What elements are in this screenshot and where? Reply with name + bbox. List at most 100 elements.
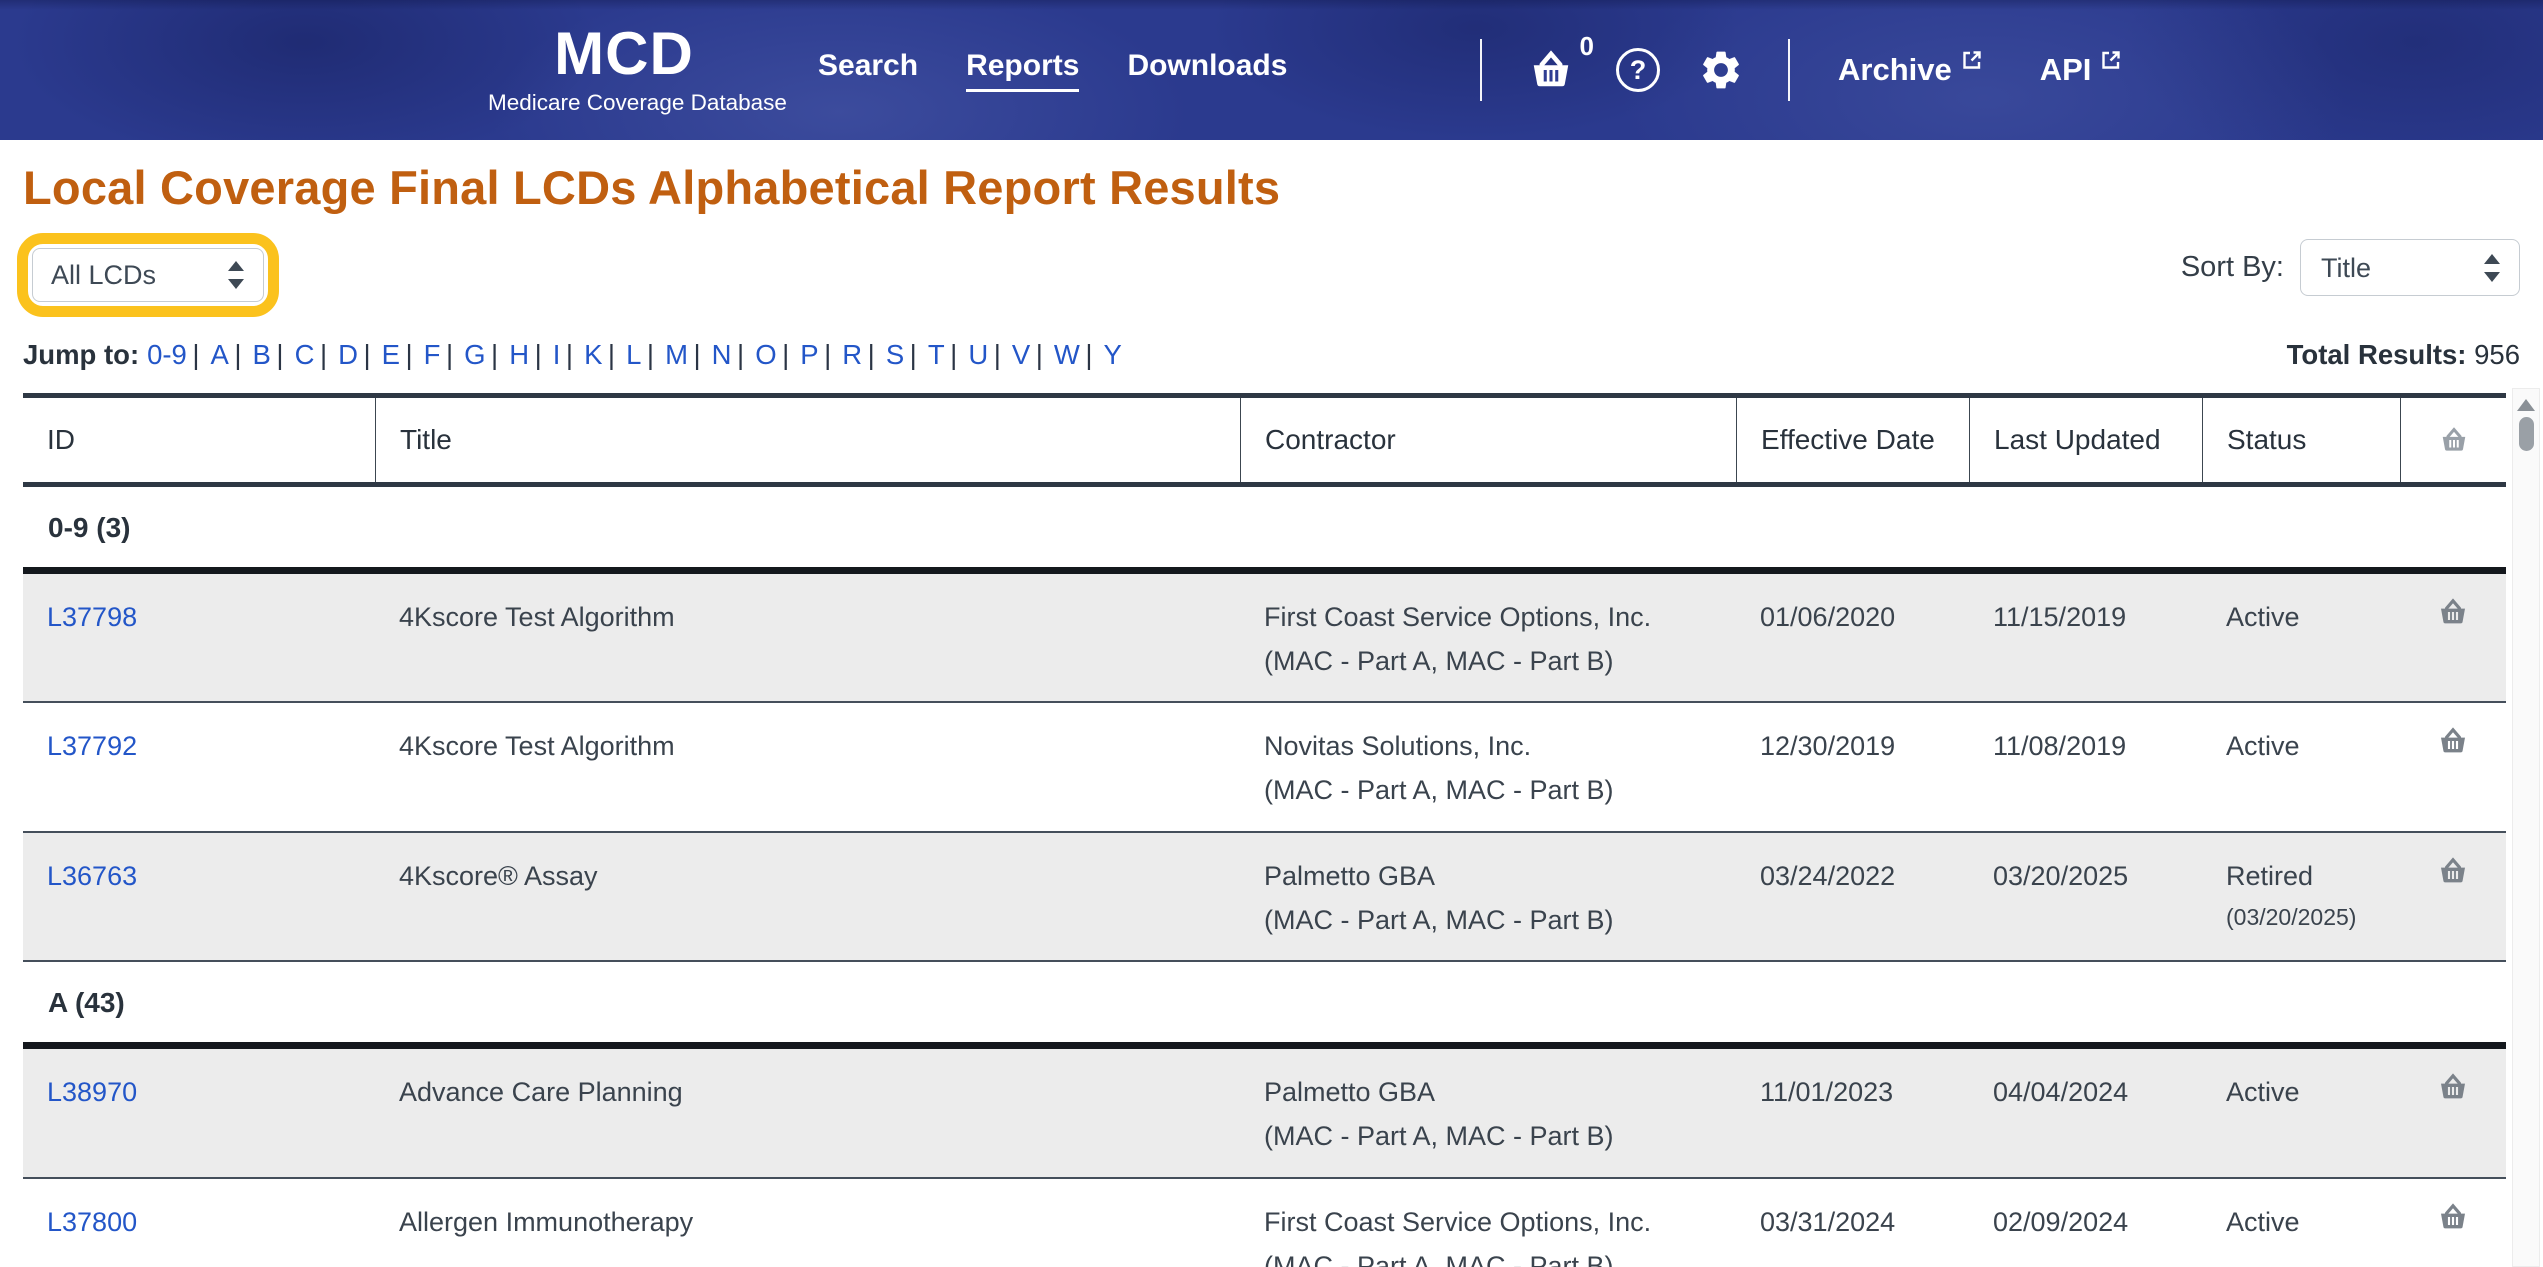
results-table: ID Title Contractor Effective Date Last … bbox=[23, 393, 2506, 1267]
main-nav: Search Reports Downloads bbox=[818, 0, 1287, 140]
effective-date: 03/24/2022 bbox=[1760, 860, 1896, 891]
jump-link-V[interactable]: V bbox=[988, 339, 1030, 370]
col-header-status: Status bbox=[2202, 398, 2400, 482]
jump-link-B[interactable]: B bbox=[229, 339, 271, 370]
section-header-0-9: 0-9 (3) bbox=[23, 487, 2506, 574]
api-link-label: API bbox=[2039, 52, 2092, 87]
last-updated: 11/15/2019 bbox=[1993, 602, 2127, 632]
scrollbar-thumb[interactable] bbox=[2518, 417, 2534, 451]
basket-button[interactable]: 0 bbox=[1528, 31, 1594, 93]
last-updated: 02/09/2024 bbox=[1993, 1206, 2129, 1237]
last-updated: 03/20/2025 bbox=[1993, 860, 2129, 891]
col-header-id: ID bbox=[47, 424, 75, 455]
status-cell: Active bbox=[2226, 731, 2300, 762]
site-header: MCD Medicare Coverage Database Search Re… bbox=[0, 0, 2543, 140]
jump-link-N[interactable]: N bbox=[688, 339, 732, 370]
contractor-cell: Palmetto GBA (MAC - Part A, MAC - Part B… bbox=[1240, 833, 1736, 960]
nav-reports[interactable]: Reports bbox=[966, 49, 1080, 92]
lcd-id-link[interactable]: L38970 bbox=[47, 1077, 138, 1108]
api-link[interactable]: API bbox=[2039, 51, 2124, 88]
lcd-title: 4Kscore Test Algorithm bbox=[399, 602, 675, 632]
lcd-id-link[interactable]: L37792 bbox=[47, 731, 138, 762]
lcd-filter-select[interactable]: All LCDs bbox=[32, 248, 264, 302]
jump-link-H[interactable]: H bbox=[486, 339, 530, 370]
lcd-title: Advance Care Planning bbox=[399, 1077, 683, 1108]
table-row: L37792 4Kscore Test Algorithm Novitas So… bbox=[23, 703, 2506, 833]
lcd-id-link[interactable]: L37798 bbox=[47, 602, 138, 632]
jump-link-M[interactable]: M bbox=[641, 339, 688, 370]
effective-date: 01/06/2020 bbox=[1760, 602, 1896, 632]
total-results: Total Results: 956 bbox=[2287, 339, 2520, 371]
add-to-basket-icon[interactable] bbox=[2400, 1179, 2506, 1267]
jump-link-G[interactable]: G bbox=[440, 339, 485, 370]
add-to-basket-icon[interactable] bbox=[2400, 703, 2506, 830]
status-cell: Active bbox=[2226, 1206, 2300, 1237]
contractor-cell: Novitas Solutions, Inc. (MAC - Part A, M… bbox=[1240, 703, 1736, 830]
scrollbar-up-arrow[interactable] bbox=[2517, 399, 2535, 411]
mcd-logo[interactable]: MCD Medicare Coverage Database bbox=[488, 20, 787, 116]
header-right-cluster: 0 ? Archive API bbox=[1480, 0, 2123, 140]
header-divider bbox=[1480, 39, 1482, 101]
logo-subtitle: Medicare Coverage Database bbox=[488, 90, 787, 115]
nav-search[interactable]: Search bbox=[818, 48, 919, 82]
gear-icon[interactable] bbox=[1698, 47, 1744, 93]
lcd-title: 4Kscore Test Algorithm bbox=[399, 731, 675, 762]
jump-link-D[interactable]: D bbox=[314, 339, 358, 370]
contractor-type: (MAC - Part A, MAC - Part B) bbox=[1264, 1250, 1614, 1267]
header-divider bbox=[1788, 39, 1790, 101]
last-updated: 11/08/2019 bbox=[1993, 731, 2127, 762]
jump-link-Y[interactable]: Y bbox=[1080, 339, 1122, 370]
lcd-id-link[interactable]: L36763 bbox=[47, 860, 138, 891]
logo-title: MCD bbox=[554, 20, 694, 87]
external-link-icon bbox=[2099, 48, 2123, 72]
status-cell: Retired (03/20/2025) bbox=[2202, 833, 2400, 960]
jump-link-R[interactable]: R bbox=[819, 339, 863, 370]
contractor-name: Palmetto GBA bbox=[1264, 860, 1436, 891]
jump-link-E[interactable]: E bbox=[358, 339, 400, 370]
total-results-value: 956 bbox=[2474, 339, 2520, 370]
effective-date: 03/31/2024 bbox=[1760, 1206, 1896, 1237]
table-scrollbar[interactable] bbox=[2512, 388, 2540, 1267]
jump-link-0-9[interactable]: 0-9 bbox=[147, 339, 187, 370]
total-results-label: Total Results: bbox=[2286, 339, 2467, 370]
effective-date: 11/01/2023 bbox=[1760, 1077, 1894, 1108]
sort-select[interactable]: Title bbox=[2300, 239, 2520, 296]
contractor-name: First Coast Service Options, Inc. bbox=[1264, 602, 1652, 632]
basket-icon bbox=[2439, 425, 2469, 455]
help-icon[interactable]: ? bbox=[1616, 48, 1660, 92]
last-updated: 04/04/2024 bbox=[1993, 1077, 2129, 1108]
jump-link-I[interactable]: I bbox=[529, 339, 560, 370]
basket-count-badge: 0 bbox=[1579, 31, 1594, 61]
contractor-name: Novitas Solutions, Inc. bbox=[1264, 731, 1532, 762]
external-link-icon bbox=[1960, 48, 1984, 72]
table-row: L38970 Advance Care Planning Palmetto GB… bbox=[23, 1049, 2506, 1179]
contractor-name: First Coast Service Options, Inc. bbox=[1264, 1206, 1652, 1237]
jump-link-S[interactable]: S bbox=[862, 339, 904, 370]
add-to-basket-icon[interactable] bbox=[2400, 574, 2506, 701]
jump-link-W[interactable]: W bbox=[1030, 339, 1080, 370]
add-to-basket-icon[interactable] bbox=[2400, 833, 2506, 960]
jump-link-T[interactable]: T bbox=[904, 339, 944, 370]
contractor-type: (MAC - Part A, MAC - Part B) bbox=[1264, 645, 1614, 676]
jump-link-A[interactable]: A bbox=[187, 339, 229, 370]
jump-link-P[interactable]: P bbox=[777, 339, 819, 370]
archive-link[interactable]: Archive bbox=[1838, 51, 1984, 88]
nav-downloads[interactable]: Downloads bbox=[1127, 48, 1288, 82]
jump-link-C[interactable]: C bbox=[271, 339, 315, 370]
col-header-basket bbox=[2400, 398, 2506, 482]
contractor-cell: Palmetto GBA (MAC - Part A, MAC - Part B… bbox=[1240, 1049, 1736, 1176]
contractor-type: (MAC - Part A, MAC - Part B) bbox=[1264, 1121, 1614, 1152]
jump-link-U[interactable]: U bbox=[945, 339, 989, 370]
page-title: Local Coverage Final LCDs Alphabetical R… bbox=[23, 161, 1281, 214]
jump-link-L[interactable]: L bbox=[602, 339, 641, 370]
contractor-cell: First Coast Service Options, Inc. (MAC -… bbox=[1240, 1179, 1736, 1267]
jump-link-O[interactable]: O bbox=[732, 339, 777, 370]
contractor-cell: First Coast Service Options, Inc. (MAC -… bbox=[1240, 574, 1736, 701]
sort-select-wrap: Title bbox=[2300, 239, 2520, 296]
lcd-title: 4Kscore® Assay bbox=[399, 860, 598, 891]
col-header-effective-date: Effective Date bbox=[1736, 398, 1969, 482]
jump-link-K[interactable]: K bbox=[560, 339, 602, 370]
add-to-basket-icon[interactable] bbox=[2400, 1049, 2506, 1176]
lcd-id-link[interactable]: L37800 bbox=[47, 1206, 138, 1237]
jump-link-F[interactable]: F bbox=[400, 339, 440, 370]
